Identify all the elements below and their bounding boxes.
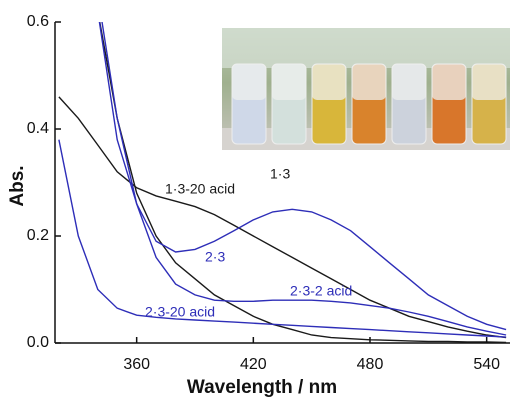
spectrum-line: [58, 139, 507, 338]
y-tick-label: 0.6: [27, 13, 49, 30]
curve-label: 2·3-2 acid: [290, 283, 352, 299]
plot-area: [58, 22, 507, 343]
spectrum-line: [58, 96, 507, 339]
photo-inset: [222, 28, 510, 150]
curve-label: 2·3: [205, 249, 225, 265]
curve-label: 1·3-20 acid: [165, 181, 235, 197]
spectrum-line: [98, 22, 507, 331]
curve-label: 2·3-20 acid: [145, 304, 215, 320]
y-tick-label: 0.4: [27, 120, 49, 137]
x-tick-label: 420: [240, 356, 267, 373]
y-tick-label: 0.2: [27, 227, 49, 244]
x-tick-label: 360: [123, 356, 150, 373]
spectrum-line: [101, 22, 507, 336]
x-axis-title: Wavelength / nm: [187, 377, 337, 398]
x-tick-label: 540: [473, 356, 500, 373]
x-tick-label: 480: [357, 356, 384, 373]
y-axis-title: Abs.: [7, 165, 28, 206]
y-tick-label: 0.0: [27, 334, 49, 351]
curve-label: 1·3: [270, 166, 290, 182]
spectrum-line: [99, 22, 507, 343]
